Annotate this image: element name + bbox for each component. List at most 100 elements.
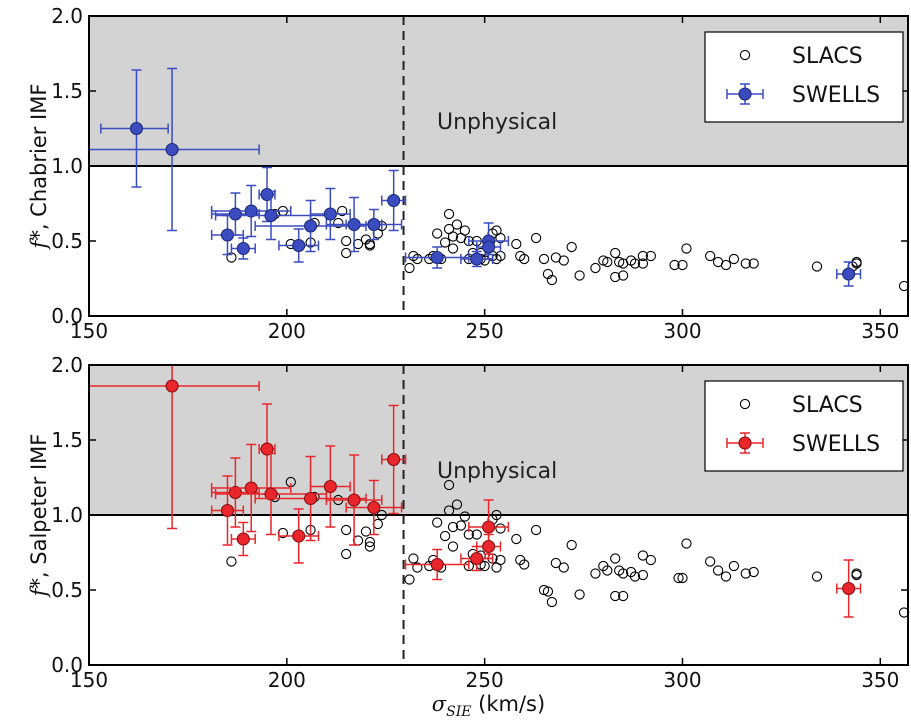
- slacs-point: [637, 569, 649, 581]
- slacs-point: [669, 259, 680, 271]
- slacs-point: [412, 562, 423, 573]
- swells-point: [292, 529, 306, 543]
- legend-slacs-marker: [739, 49, 751, 61]
- slacs-point: [645, 250, 656, 262]
- x-tick-label: 200: [268, 319, 306, 343]
- bottom-panel-salpeter: Unphysical 150 200 250 300 350 0.0 0.5 1.0 1.5 2.0…: [27, 353, 910, 720]
- x-axis-label-subscript: SIE: [446, 704, 471, 720]
- slacs-point: [538, 253, 550, 265]
- slacs-point: [558, 562, 569, 573]
- swells-point: [264, 208, 278, 223]
- slacs-point: [811, 261, 823, 272]
- swells-point: [304, 491, 318, 506]
- slacs-point: [637, 550, 649, 561]
- swells-point: [165, 379, 179, 393]
- slacs-point: [637, 258, 649, 269]
- slacs-point: [681, 538, 692, 549]
- swells-point: [347, 493, 361, 507]
- slacs-point: [811, 571, 823, 582]
- slacs-point: [471, 529, 482, 540]
- slacs-point: [542, 586, 554, 597]
- swells-point: [165, 142, 179, 157]
- swells-point: [236, 532, 250, 546]
- legend-slacs-label: SLACS: [792, 393, 863, 418]
- slacs-point: [341, 548, 352, 560]
- swells-point: [260, 442, 274, 456]
- slacs-point: [447, 231, 459, 242]
- slacs-point: [376, 509, 387, 521]
- y-tick-label: 0.0: [51, 304, 83, 328]
- slacs-point: [748, 258, 759, 269]
- slacs-point: [617, 590, 629, 602]
- slacs-point: [341, 524, 352, 536]
- slacs-point: [574, 589, 585, 600]
- y-axis-label-math: f*: [27, 578, 51, 599]
- x-axis-label: σSIE (km/s): [432, 692, 545, 720]
- y-tick-label: 2.0: [51, 353, 83, 377]
- swells-point: [430, 557, 444, 572]
- slacs-point: [451, 219, 463, 230]
- x-axis-label-unit: (km/s): [471, 692, 545, 716]
- slacs-point: [511, 238, 522, 250]
- x-tick-label: 300: [663, 668, 701, 692]
- slacs-point: [364, 541, 376, 552]
- slacs-point: [629, 258, 641, 269]
- y-tick-label: 1.5: [51, 79, 83, 103]
- swells-point: [367, 500, 381, 515]
- slacs-point: [443, 479, 455, 491]
- swells-point: [323, 479, 337, 494]
- slacs-point: [546, 274, 558, 286]
- slacs-point: [851, 568, 862, 579]
- slacs-point: [495, 523, 506, 534]
- swells-point: [228, 207, 242, 221]
- y-tick-label: 1.5: [51, 428, 83, 452]
- slacs-point: [447, 541, 459, 552]
- slacs-point: [673, 572, 684, 584]
- top-panel-chabrier: Unphysical 150 200 250 300 350 0.0 0.5 1.0 1.5 2.0…: [27, 4, 910, 343]
- unphysical-label: Unphysical: [437, 110, 557, 135]
- swells-point: [482, 539, 496, 554]
- slacs-point: [645, 554, 656, 566]
- slacs-point: [629, 571, 641, 582]
- slacs-point: [404, 262, 415, 274]
- slacs-point: [740, 258, 751, 269]
- slacs-point: [617, 270, 629, 281]
- y-tick-label: 0.5: [51, 229, 83, 253]
- swells-point: [482, 520, 496, 534]
- x-axis-label-math: σ: [432, 692, 447, 716]
- swells-point: [470, 551, 484, 566]
- legend-swells-marker: [738, 436, 752, 450]
- swells-point: [387, 193, 401, 208]
- swells-point: [236, 241, 250, 256]
- slacs-point: [412, 253, 423, 265]
- slacs-point: [459, 225, 471, 236]
- legend-swells-label: SWELLS: [792, 432, 880, 457]
- slacs-point: [566, 241, 577, 253]
- y-axis-label: f*, Chabrier IMF: [27, 84, 51, 251]
- slacs-point: [590, 262, 601, 274]
- swells-point: [228, 485, 242, 500]
- slacs-point: [617, 568, 629, 579]
- slacs-point: [610, 553, 621, 564]
- y-tick-label: 1.0: [51, 503, 83, 527]
- slacs-point: [705, 556, 716, 567]
- slacs-point: [602, 565, 613, 576]
- slacs-point: [226, 556, 237, 567]
- slacs-point: [558, 255, 569, 266]
- slacs-point: [459, 511, 471, 522]
- slacs-point: [705, 250, 716, 262]
- legend-swells-label: SWELLS: [792, 83, 880, 108]
- slacs-point: [602, 256, 613, 268]
- swells-point: [220, 503, 235, 518]
- swells-point: [367, 217, 381, 232]
- legend-slacs-marker: [739, 398, 751, 410]
- slacs-point: [546, 596, 558, 608]
- slacs-point: [610, 590, 621, 602]
- swells-point: [129, 121, 144, 136]
- x-tick-label: 250: [466, 319, 504, 343]
- swells-point: [842, 267, 856, 281]
- slacs-point: [712, 565, 724, 576]
- slacs-point: [432, 228, 443, 239]
- slacs-point: [341, 247, 352, 259]
- legend-swells-marker: [738, 87, 752, 101]
